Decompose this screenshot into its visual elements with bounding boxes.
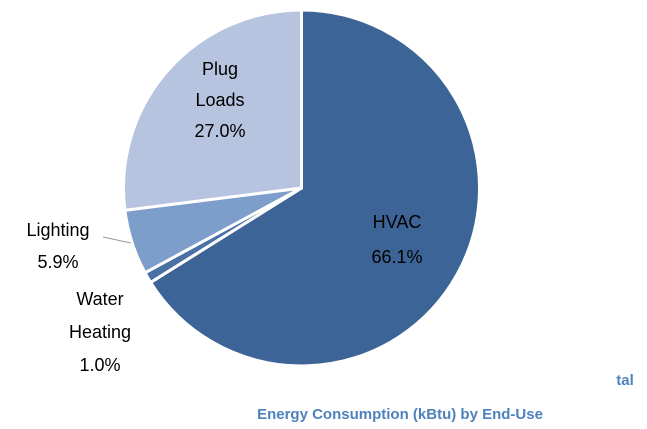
slice-label: Lighting	[26, 220, 89, 240]
chart-title: Energy Consumption (kBtu) by End-Use	[257, 406, 543, 423]
pie-slice	[122, 8, 303, 212]
slice-label: Water Heating	[69, 289, 131, 342]
slice-label: Plug Loads	[195, 59, 244, 110]
value-label: 66.1%	[371, 247, 422, 267]
slice-label: HVAC	[373, 212, 422, 232]
pie	[122, 8, 481, 368]
value-label: 27.0%	[194, 121, 245, 141]
value-label: 1.0%	[79, 355, 120, 375]
chart-title: tal	[616, 372, 634, 389]
pie-slice	[148, 8, 481, 368]
leader-line	[102, 236, 132, 244]
value-label: 5.9%	[37, 252, 78, 272]
